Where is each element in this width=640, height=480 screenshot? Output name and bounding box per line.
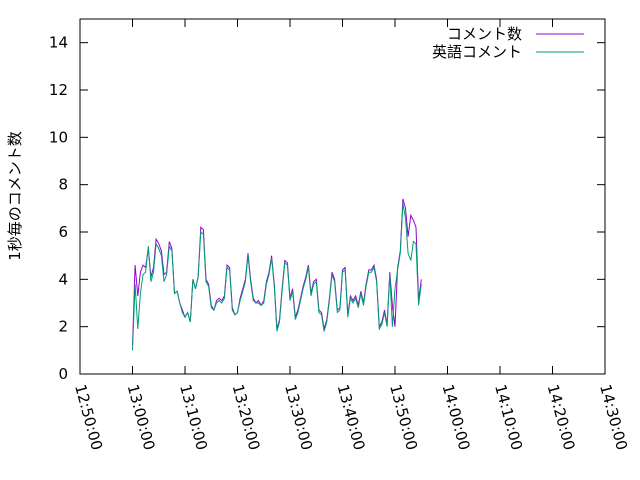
y-tick-label: 12 (49, 81, 68, 99)
x-tick-label: 13:00:00 (124, 382, 159, 452)
y-tick-label: 10 (49, 128, 68, 146)
x-tick-label: 12:50:00 (71, 382, 106, 452)
y-tick-label: 6 (58, 223, 68, 241)
y-tick-label: 4 (58, 270, 68, 288)
y-tick-label: 14 (49, 34, 68, 52)
x-tick-label: 13:30:00 (281, 382, 316, 452)
legend-label-1: コメント数 (447, 25, 522, 43)
y-axis-label: 1秒毎のコメント数 (6, 131, 24, 261)
x-tick-label: 13:40:00 (334, 382, 369, 452)
legend-label-2: 英語コメント (432, 43, 522, 61)
x-tick-label: 13:20:00 (229, 382, 264, 452)
x-tick-label: 14:10:00 (491, 382, 526, 452)
y-tick-label: 8 (58, 176, 68, 194)
y-tick-label: 0 (58, 365, 68, 383)
x-tick-label: 14:20:00 (544, 382, 579, 452)
series-layer (132, 198, 422, 351)
y-axis: 0 2 4 6 8 10 12 14 (49, 34, 605, 383)
plot-frame (79, 18, 606, 375)
series-line-2 (132, 203, 422, 351)
x-tick-label: 13:50:00 (386, 382, 421, 452)
x-axis: 12:50:00 13:00:00 13:10:00 13:20:00 13:30:00… (71, 19, 631, 452)
x-tick-label: 14:00:00 (439, 382, 474, 452)
x-tick-label: 13:10:00 (176, 382, 211, 452)
x-tick-label: 14:30:00 (596, 382, 631, 452)
y-tick-label: 2 (58, 318, 68, 336)
